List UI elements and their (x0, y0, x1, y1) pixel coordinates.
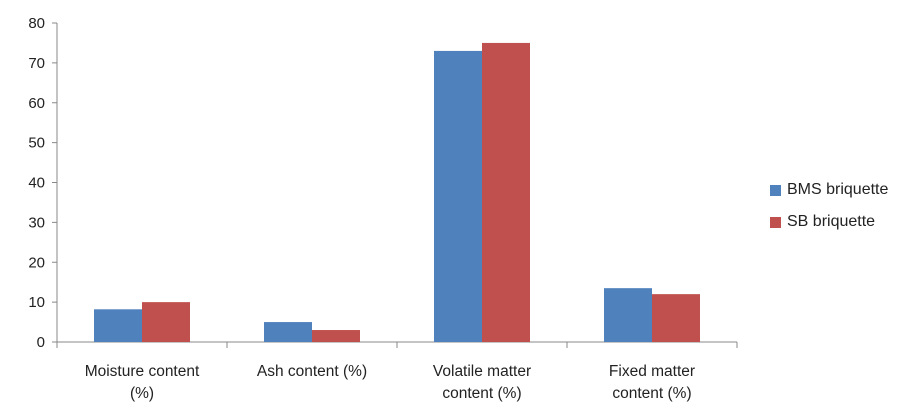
y-tick-label: 60 (28, 95, 45, 112)
legend-item-sb: SB briquette (770, 212, 888, 232)
legend-label-bms: BMS briquette (787, 181, 889, 198)
legend-swatch-sb (770, 216, 781, 228)
bar-sb-3 (652, 294, 700, 342)
y-tick-label: 70 (28, 55, 45, 72)
x-category-label: Moisture content (%) (85, 363, 200, 402)
bar-bms-0 (94, 309, 142, 342)
y-tick-label: 10 (28, 294, 45, 311)
x-category-label: Ash content (%) (257, 363, 367, 380)
legend-item-bms: BMS briquette (770, 180, 888, 200)
x-axis: Moisture content (%) Ash content (%) Volati… (56, 341, 738, 402)
bar-bms-3 (604, 288, 652, 342)
legend-swatch-bms (770, 184, 781, 196)
bar-bms-2 (434, 50, 482, 342)
bar-sb-1 (312, 330, 360, 342)
y-tick-label: 40 (28, 175, 45, 192)
y-tick-label: 50 (28, 135, 45, 152)
y-axis: 0 10 20 30 40 50 60 70 80 (28, 15, 58, 351)
legend-label-sb: SB briquette (787, 213, 876, 230)
bars (94, 42, 700, 342)
bar-sb-0 (142, 302, 190, 342)
y-tick-label: 20 (28, 254, 45, 271)
y-tick-label: 30 (28, 214, 45, 231)
x-category-label: Volatile matter content (%) (433, 363, 531, 402)
y-tick-label: 80 (28, 15, 45, 32)
y-tick-label: 0 (37, 334, 45, 351)
x-category-label: Fixed matter content (%) (609, 363, 695, 402)
bar-bms-1 (264, 322, 312, 342)
bar-sb-2 (482, 42, 530, 342)
legend: BMS briquette SB briquette (770, 180, 888, 244)
